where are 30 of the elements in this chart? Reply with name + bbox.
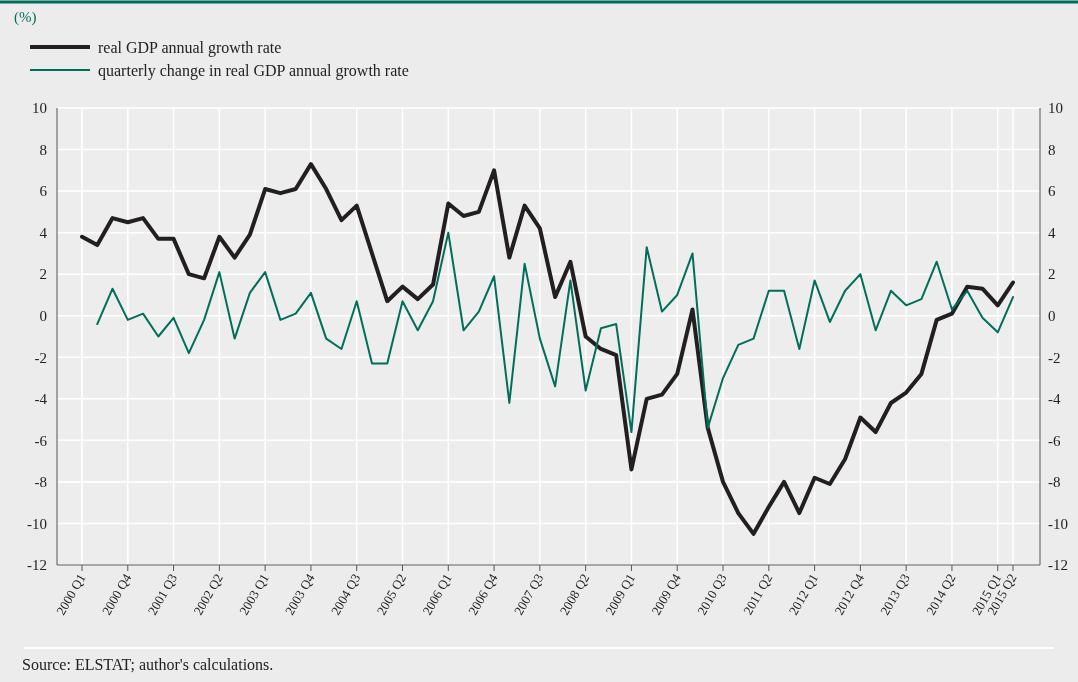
y2-tick-label: -10 — [1048, 515, 1068, 532]
y-tick-label: -2 — [34, 349, 47, 366]
y-tick-label: 8 — [39, 141, 47, 158]
y-tick-label: 4 — [39, 224, 48, 241]
y2-tick-label: 10 — [1048, 100, 1063, 117]
y-tick-label: 2 — [39, 266, 47, 283]
y2-tick-label: 6 — [1048, 183, 1056, 200]
source-note: Source: ELSTAT; author's calculations. — [22, 656, 274, 673]
y-tick-label: -8 — [34, 474, 47, 491]
y-tick-label: 10 — [32, 100, 47, 117]
y-tick-label: 6 — [39, 183, 48, 200]
y-tick-label: 0 — [39, 307, 47, 324]
y2-tick-label: -6 — [1048, 432, 1061, 449]
y2-tick-label: 2 — [1048, 266, 1056, 283]
text: (%) — [14, 9, 37, 26]
line-series — [96, 231, 1014, 434]
line-series — [80, 162, 1015, 536]
y2-tick-label: -4 — [1048, 391, 1061, 408]
y-tick-label: -10 — [27, 515, 47, 532]
legend-label: quarterly change in real GDP annual growth rate — [98, 61, 409, 80]
y2-tick-label: -2 — [1048, 349, 1061, 366]
legend-label: real GDP annual growth rate — [98, 38, 282, 57]
y-tick-label: -6 — [34, 432, 48, 449]
y-tick-label: -12 — [27, 557, 47, 574]
y2-tick-label: 8 — [1048, 141, 1056, 158]
y2-tick-label: 4 — [1048, 224, 1056, 241]
y2-tick-label: -8 — [1048, 474, 1061, 491]
y2-tick-label: -12 — [1048, 557, 1068, 574]
y-tick-label: -4 — [34, 391, 48, 408]
y2-tick-label: 0 — [1048, 307, 1056, 324]
